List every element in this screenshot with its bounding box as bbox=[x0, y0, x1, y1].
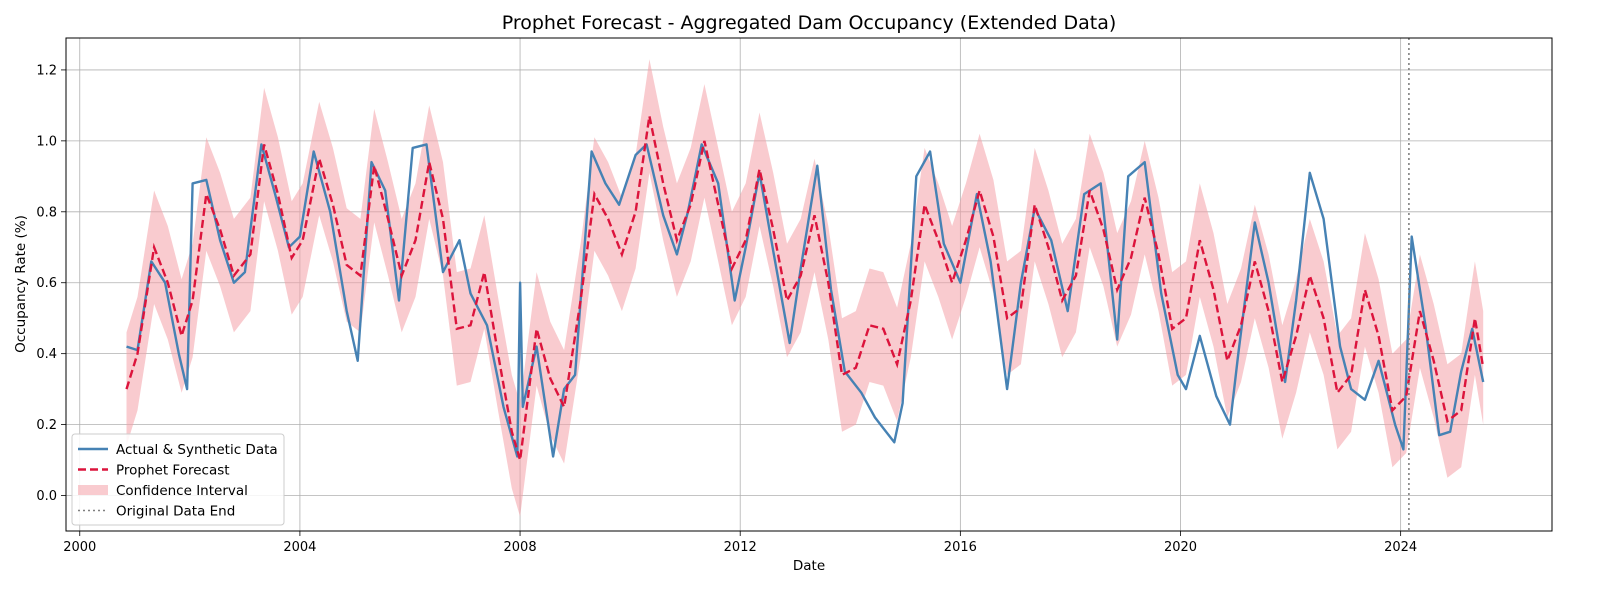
series-layer bbox=[125, 115, 1485, 461]
legend-box bbox=[71, 433, 285, 526]
x-axis-label: Date bbox=[793, 558, 825, 574]
y-tick-label: 1.0 bbox=[36, 134, 57, 149]
y-tick-label: 0.4 bbox=[36, 347, 57, 362]
y-tick-label: 0.8 bbox=[36, 205, 57, 220]
legend-label: Original Data End bbox=[116, 504, 235, 520]
prophet-forecast-line bbox=[125, 115, 1485, 461]
x-tick-label: 2024 bbox=[1384, 540, 1417, 555]
x-tick-label: 2020 bbox=[1164, 540, 1197, 555]
x-tick-label: 2016 bbox=[944, 540, 977, 555]
y-tick-label: 0.2 bbox=[36, 418, 57, 433]
x-tick-label: 2000 bbox=[63, 540, 96, 555]
legend-label: Actual & Synthetic Data bbox=[116, 442, 278, 458]
y-tick-label: 0.0 bbox=[36, 489, 57, 504]
x-tick-label: 2004 bbox=[283, 540, 316, 555]
plot-frame bbox=[65, 37, 1553, 532]
y-tick-label: 0.6 bbox=[36, 276, 57, 291]
x-tick-label: 2008 bbox=[504, 540, 537, 555]
legend-label: Confidence Interval bbox=[116, 483, 248, 499]
y-axis-label: Occupancy Rate (%) bbox=[13, 215, 29, 353]
legend-swatch-interval bbox=[78, 485, 108, 495]
legend-label: Prophet Forecast bbox=[116, 463, 230, 479]
y-tick-label: 1.2 bbox=[36, 63, 57, 78]
confidence-interval-band bbox=[126, 59, 1484, 517]
chart-title: Prophet Forecast - Aggregated Dam Occupa… bbox=[502, 12, 1117, 34]
axis-ticks: 2000 2004 2008 2012 2016 2020 2024 0.0 0.2 0.4 0.6… bbox=[36, 63, 1417, 555]
confidence-band-layer bbox=[126, 59, 1484, 517]
actual-synthetic-line bbox=[126, 143, 1485, 458]
x-tick-label: 2012 bbox=[724, 540, 757, 555]
legend: Actual & Synthetic Data Prophet Forecast C… bbox=[71, 433, 285, 526]
